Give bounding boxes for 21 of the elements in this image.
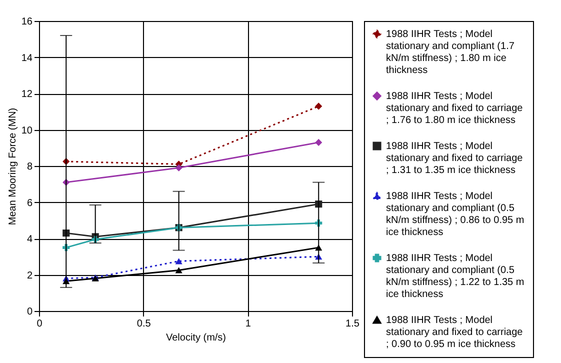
x-tick-label: 0: [36, 318, 43, 330]
legend-label: 1988 IIHR Tests ; Model stationary and fixed to carriage ; 1.31 to 1.35 m ice thickness: [386, 141, 524, 176]
legend-label: 1988 IIHR Tests ; Model stationary and fixed to carriage ; 1.76 to 1.80 m ice thickness: [386, 91, 524, 126]
x-tick-label: 1.5: [346, 318, 360, 330]
y-tick-label: 8: [26, 162, 33, 172]
legend-label: 1988 IIHR Tests ; Model stationary and fixed to carriage ; 0.90 to 0.95 m ice thickness: [386, 315, 524, 350]
y-tick-label: 6: [26, 198, 33, 209]
y-axis-title: Mean Mooring Force (MN): [7, 108, 18, 226]
y-tick-label: 10: [21, 125, 33, 136]
y-tick-label: 14: [21, 52, 33, 64]
y-tick-label: 2: [26, 270, 33, 282]
y-tick-label: 0: [26, 306, 33, 318]
x-tick-label: 0.5: [136, 318, 152, 330]
x-tick-label: 1: [245, 318, 252, 330]
y-tick-label: 16: [21, 16, 33, 28]
x-axis-title: Velocity (m/s): [166, 332, 226, 344]
y-tick-label: 12: [21, 89, 33, 100]
y-tick-label: 4: [26, 234, 33, 245]
legend-label: 1988 IIHR Tests ; Model stationary and compliant (1.7 kN/m stiffness) ; 1.80 m ice thickness: [386, 29, 515, 76]
legend-label: 1988 IIHR Tests ; Model stationary and compliant (0.5 kN/m stiffness) ; 1.22 to 1.35 m ice thickness: [386, 253, 524, 300]
legend-label: 1988 IIHR Tests ; Model stationary and compliant (0.5 kN/m stiffness) ; 0.86 to 0.95 m ice thickness: [386, 191, 524, 238]
